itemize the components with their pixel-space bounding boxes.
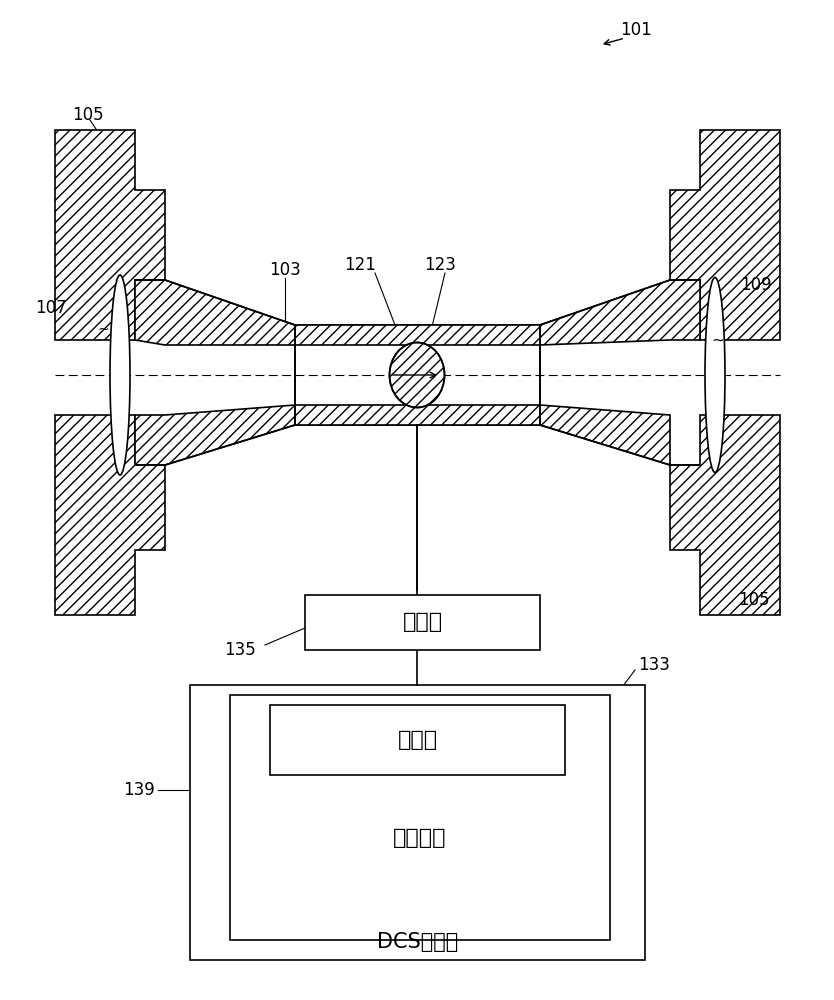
Polygon shape bbox=[295, 325, 540, 425]
Polygon shape bbox=[135, 280, 295, 345]
Text: 135: 135 bbox=[224, 641, 256, 659]
FancyBboxPatch shape bbox=[190, 685, 645, 960]
Ellipse shape bbox=[389, 342, 445, 408]
Text: 配置工具: 配置工具 bbox=[394, 828, 447, 848]
Text: 123: 123 bbox=[424, 256, 456, 274]
Text: 发送器: 发送器 bbox=[403, 612, 443, 633]
Text: 131: 131 bbox=[580, 766, 612, 784]
Polygon shape bbox=[55, 130, 165, 340]
Polygon shape bbox=[55, 415, 165, 615]
Text: DCS控制器: DCS控制器 bbox=[377, 932, 458, 952]
Text: 139: 139 bbox=[123, 781, 155, 799]
FancyBboxPatch shape bbox=[230, 695, 610, 940]
Polygon shape bbox=[670, 130, 780, 340]
Polygon shape bbox=[135, 405, 295, 465]
Polygon shape bbox=[540, 280, 700, 345]
Polygon shape bbox=[295, 405, 540, 425]
Text: 处理器: 处理器 bbox=[398, 730, 438, 750]
Text: 105: 105 bbox=[72, 106, 103, 124]
Text: 103: 103 bbox=[269, 261, 301, 279]
FancyBboxPatch shape bbox=[270, 705, 565, 775]
Text: 109: 109 bbox=[740, 276, 771, 294]
Text: ~: ~ bbox=[98, 323, 108, 337]
Ellipse shape bbox=[110, 275, 130, 475]
Text: 101: 101 bbox=[620, 21, 651, 39]
Text: ~: ~ bbox=[711, 332, 725, 348]
Text: 133: 133 bbox=[638, 656, 670, 674]
Polygon shape bbox=[670, 415, 780, 615]
Text: 121: 121 bbox=[344, 256, 376, 274]
Polygon shape bbox=[295, 325, 540, 345]
Text: 105: 105 bbox=[738, 591, 770, 609]
FancyBboxPatch shape bbox=[305, 595, 540, 650]
Text: 107: 107 bbox=[35, 299, 67, 317]
Polygon shape bbox=[540, 405, 670, 465]
Ellipse shape bbox=[705, 277, 725, 473]
